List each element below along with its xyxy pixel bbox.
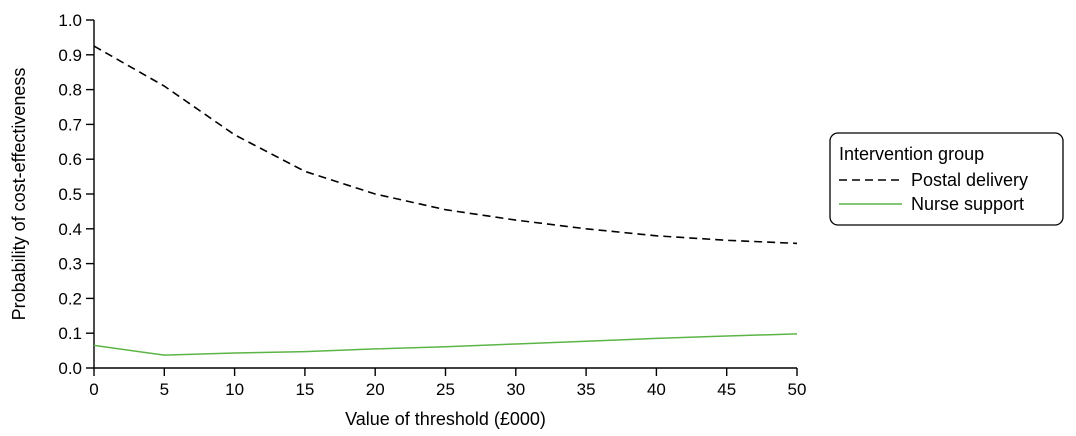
x-tick-label: 25 <box>436 380 455 399</box>
axes <box>93 20 797 369</box>
y-tick-label: 0.9 <box>58 46 82 65</box>
x-tick-label: 40 <box>647 380 666 399</box>
y-tick-label: 0.3 <box>58 255 82 274</box>
series-lines <box>93 45 798 356</box>
y-tick-label: 1.0 <box>58 11 82 30</box>
legend: Intervention group Postal delivery Nurse … <box>829 132 1064 226</box>
x-tick-label: 5 <box>160 380 169 399</box>
x-tick-label: 20 <box>366 380 385 399</box>
x-tick-label: 50 <box>788 380 807 399</box>
x-axis-title: Value of threshold (£000) <box>345 409 546 429</box>
tick-marks: 0.0 0.1 0.2 0.3 0.4 0.5 0.6 0.7 0.8 0.9 1.0 0 5 10 15 2… <box>58 11 806 399</box>
series-line-postal-delivery <box>93 45 798 245</box>
y-axis-title: Probability of cost-effectiveness <box>9 68 29 321</box>
legend-label-postal-delivery: Postal delivery <box>911 170 1028 190</box>
y-tick-label: 0.6 <box>58 150 82 169</box>
x-tick-label: 30 <box>506 380 525 399</box>
legend-label-nurse-support: Nurse support <box>911 194 1024 214</box>
x-tick-label: 10 <box>225 380 244 399</box>
y-tick-label: 0.8 <box>58 81 82 100</box>
y-tick-label: 0.2 <box>58 289 82 308</box>
x-tick-label: 45 <box>717 380 736 399</box>
legend-box <box>829 132 1064 226</box>
x-tick-label: 0 <box>89 380 98 399</box>
series-line-nurse-support <box>93 333 798 356</box>
y-tick-label: 0.1 <box>58 324 82 343</box>
x-tick-label: 15 <box>295 380 314 399</box>
x-tick-label: 35 <box>577 380 596 399</box>
legend-items: Postal delivery Nurse support <box>839 170 1028 214</box>
y-tick-label: 0.4 <box>58 220 82 239</box>
y-tick-label: 0.5 <box>58 185 82 204</box>
legend-title: Intervention group <box>839 144 984 164</box>
y-tick-label: 0.0 <box>58 359 82 378</box>
y-tick-label: 0.7 <box>58 115 82 134</box>
